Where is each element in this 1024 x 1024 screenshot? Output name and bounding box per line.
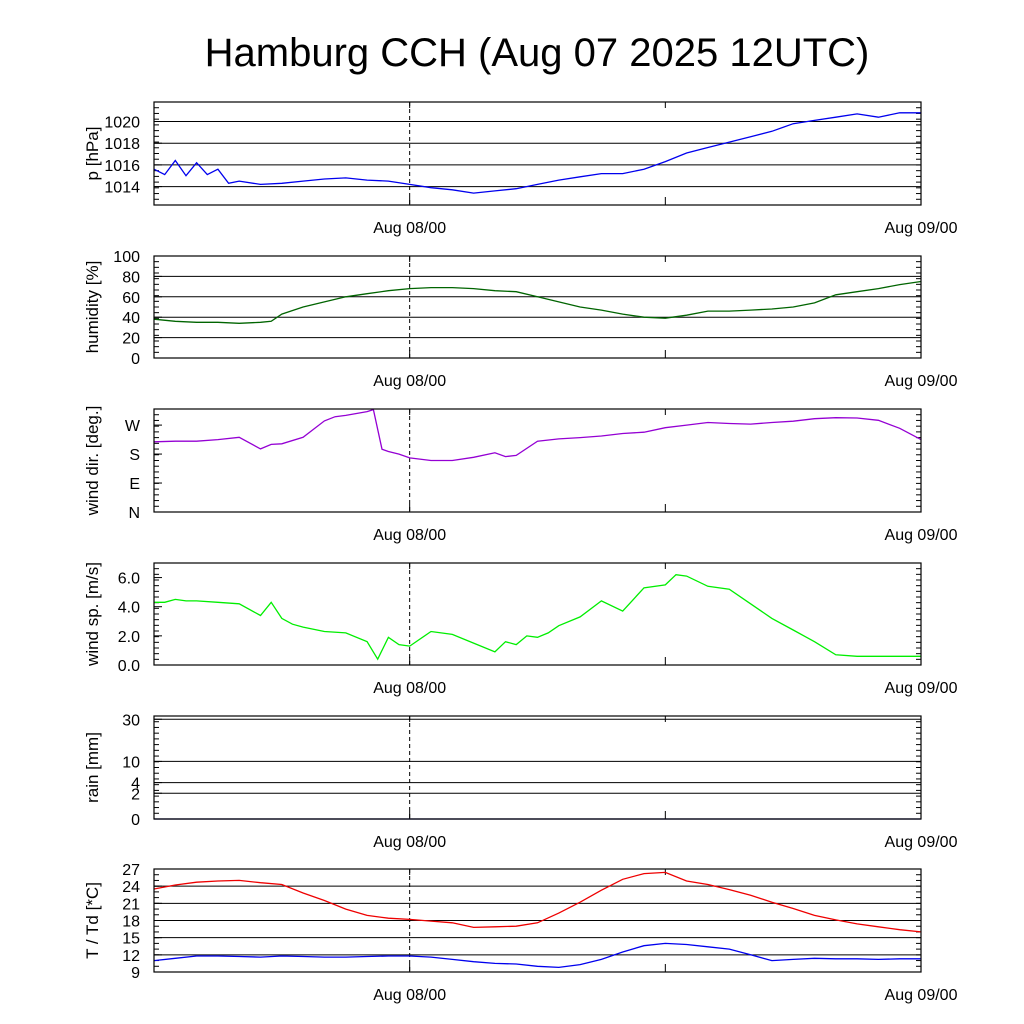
- x-tick-label: Aug 08/00: [373, 220, 446, 237]
- series-line-1: [154, 574, 921, 661]
- x-tick-label: Aug 08/00: [373, 834, 446, 851]
- y-tick-label: 9: [131, 965, 140, 982]
- y-tick-label: 0.0: [118, 658, 140, 675]
- y-tick-label: 60: [122, 290, 140, 307]
- series-line-1: [153, 408, 922, 462]
- x-tick-label: Aug 09/00: [885, 373, 958, 390]
- y-tick-label: 0: [131, 351, 140, 368]
- plot-frame: [153, 562, 922, 666]
- x-tick-label: Aug 09/00: [885, 680, 958, 697]
- y-tick-label: 80: [122, 269, 140, 286]
- y-tick-label: 1018: [104, 136, 140, 153]
- y-tick-label: 10: [122, 754, 140, 771]
- y-tick-label: 100: [113, 249, 140, 266]
- y-tick-label: 0: [131, 812, 140, 829]
- y-tick-label: 6.0: [118, 571, 140, 588]
- y-tick-label: 18: [122, 914, 140, 931]
- y-tick-label: 2: [131, 786, 140, 803]
- x-tick-label: Aug 09/00: [885, 987, 958, 1004]
- series-line-1: [153, 112, 921, 194]
- y-tick-label: 12: [122, 948, 140, 965]
- x-tick-label: Aug 08/00: [373, 527, 446, 544]
- y-tick-label: 2.0: [118, 629, 140, 646]
- x-tick-label: Aug 08/00: [373, 680, 446, 697]
- y-tick-label: 1014: [104, 180, 140, 197]
- panel-1: 1014 1016 1018 1020 Aug 08/00 Aug 09/00 p [hPa…: [83, 101, 958, 237]
- y-tick-label: N: [128, 505, 140, 522]
- y-axis-label: rain [mm]: [83, 732, 102, 803]
- y-tick-label: S: [129, 447, 140, 464]
- y-axis-label: wind sp. [m/s]: [83, 562, 102, 667]
- x-tick-label: Aug 08/00: [373, 987, 446, 1004]
- y-axis-label: wind dir. [deg.]: [83, 406, 102, 517]
- y-tick-label: E: [129, 476, 140, 493]
- chart-title: Hamburg CCH (Aug 07 2025 12UTC): [205, 31, 870, 75]
- series-line-1: [153, 280, 922, 324]
- y-axis-label: humidity [%]: [83, 261, 102, 354]
- x-tick-label: Aug 09/00: [885, 220, 958, 237]
- y-tick-label: 27: [122, 862, 140, 879]
- series-line-2: [153, 942, 921, 969]
- x-tick-label: Aug 09/00: [885, 834, 958, 851]
- y-tick-label: W: [125, 418, 141, 435]
- x-tick-label: Aug 08/00: [373, 373, 446, 390]
- plot-frame: [153, 255, 922, 359]
- y-tick-label: 1020: [104, 115, 140, 132]
- y-tick-label: 15: [122, 931, 140, 948]
- panel-5: 0 24 10 30 Aug 08/00 Aug 09/00 rain [mm]: [83, 712, 958, 851]
- y-tick-label: 40: [122, 310, 140, 327]
- plot-frame: [153, 715, 922, 820]
- plot-frame: [153, 868, 922, 973]
- plot-frame: [153, 101, 922, 206]
- panel-4: 0.0 2.0 4.0 6.0 Aug 08/00 Aug 09/00 wind sp. […: [83, 562, 958, 697]
- y-tick-label: 20: [122, 331, 140, 348]
- panel-2: 0 20 40 60 80 100 Aug 08/00 Aug 09/00 humidity […: [83, 249, 958, 390]
- y-tick-label: 1016: [104, 158, 140, 175]
- y-tick-label: 4.0: [118, 600, 140, 617]
- plot-frame: [153, 408, 922, 513]
- y-axis-label: p [hPa]: [83, 127, 102, 181]
- y-tick-label: 30: [122, 712, 140, 729]
- y-tick-label: 4: [131, 776, 140, 793]
- series-line-1: [153, 871, 922, 933]
- y-axis-label: T / Td [*C]: [83, 882, 102, 959]
- y-tick-label: 21: [122, 896, 140, 913]
- x-tick-label: Aug 09/00: [885, 527, 958, 544]
- y-tick-label: 24: [122, 879, 140, 896]
